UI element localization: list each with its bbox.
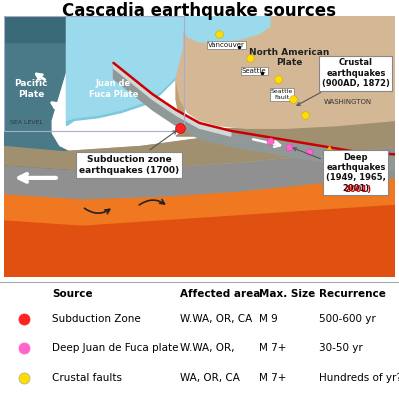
Text: Seattle
Fault: Seattle Fault [271, 89, 293, 100]
Text: Seattle: Seattle [242, 68, 267, 74]
Polygon shape [67, 16, 207, 120]
Text: WA, OR, CA: WA, OR, CA [180, 373, 239, 383]
Polygon shape [113, 63, 395, 170]
Text: Source: Source [52, 289, 93, 299]
Polygon shape [4, 147, 395, 199]
Text: Cascadia earthquake sources: Cascadia earthquake sources [63, 2, 336, 20]
Text: M 7+: M 7+ [259, 343, 287, 354]
Text: SEA LEVEL: SEA LEVEL [10, 120, 43, 126]
Polygon shape [176, 16, 395, 128]
Text: W.WA, OR, CA: W.WA, OR, CA [180, 314, 252, 324]
Text: Crustal
earthquakes
(900AD, 1872): Crustal earthquakes (900AD, 1872) [297, 59, 390, 105]
Bar [4, 16, 184, 131]
Text: Pacific
Plate: Pacific Plate [15, 79, 48, 99]
Text: 500-600 yr: 500-600 yr [319, 314, 376, 324]
Text: 2001): 2001) [344, 185, 371, 194]
Text: Crustal faults: Crustal faults [52, 373, 122, 383]
Polygon shape [113, 63, 231, 136]
Text: Vancouver: Vancouver [208, 42, 245, 48]
Polygon shape [4, 204, 395, 277]
Text: Juan de
Fuca Plate: Juan de Fuca Plate [89, 79, 138, 99]
Polygon shape [4, 178, 395, 225]
Text: Max. Size: Max. Size [259, 289, 316, 299]
Polygon shape [4, 42, 82, 170]
Polygon shape [4, 126, 395, 170]
Text: M 7+: M 7+ [259, 373, 287, 383]
Text: Deep
earthquakes
(1949, 1965,
2001): Deep earthquakes (1949, 1965, 2001) [293, 148, 386, 193]
Text: Affected area: Affected area [180, 289, 260, 299]
Text: M 9: M 9 [259, 314, 278, 324]
Text: WASHINGTON: WASHINGTON [324, 99, 372, 105]
Polygon shape [4, 120, 395, 170]
Text: W.WA, OR,: W.WA, OR, [180, 343, 234, 354]
Polygon shape [4, 42, 82, 170]
Text: Hundreds of yr?: Hundreds of yr? [319, 373, 399, 383]
Polygon shape [67, 16, 207, 126]
Text: CANADA: CANADA [332, 82, 364, 91]
Polygon shape [4, 16, 74, 42]
Text: Subduction zone
earthquakes (1700): Subduction zone earthquakes (1700) [79, 131, 179, 175]
Text: North American
Plate: North American Plate [249, 48, 330, 67]
Text: 30-50 yr: 30-50 yr [319, 343, 363, 354]
Text: Subduction Zone: Subduction Zone [52, 314, 140, 324]
Polygon shape [180, 16, 270, 42]
Text: Deep Juan de Fuca plate: Deep Juan de Fuca plate [52, 343, 178, 354]
Text: Recurrence: Recurrence [319, 289, 386, 299]
Polygon shape [176, 26, 192, 131]
